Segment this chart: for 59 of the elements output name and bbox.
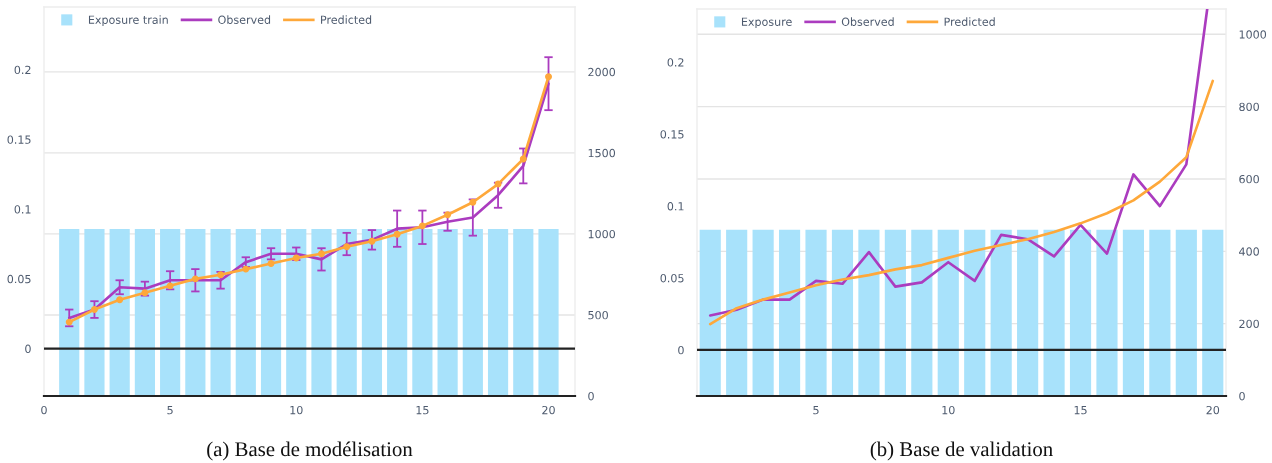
point <box>318 250 325 258</box>
y2-tick-label: 2000 <box>588 67 616 77</box>
point <box>368 237 376 245</box>
y2-tick-label: 400 <box>1239 247 1259 256</box>
legend-label: Predicted <box>321 15 372 24</box>
y2-tick-label: 600 <box>1239 174 1259 184</box>
point <box>494 180 502 188</box>
point <box>191 275 199 283</box>
point <box>141 289 149 297</box>
legend-label: Exposure train <box>88 15 168 27</box>
point <box>242 265 250 273</box>
legend-label: Exposure <box>741 17 792 29</box>
x-tick-label: 10 <box>290 405 303 415</box>
x-tick-label: 5 <box>167 406 173 415</box>
point <box>65 318 73 326</box>
legend-label: Observed <box>218 15 271 24</box>
point <box>292 254 300 262</box>
point <box>343 243 351 251</box>
point <box>393 230 401 238</box>
y-tick-label: 0.05 <box>7 274 31 284</box>
x-tick-label: 0 <box>41 405 47 415</box>
x-tick-label: 20 <box>1206 405 1220 415</box>
text: (b) Base de validation <box>870 441 1053 461</box>
x-tick-label: 10 <box>942 405 955 415</box>
point <box>444 211 452 219</box>
y2-tick-label: 500 <box>588 310 608 320</box>
point <box>519 155 527 163</box>
y2-tick-label: 200 <box>1239 319 1259 329</box>
legend-label: Predicted <box>944 17 995 26</box>
point <box>267 260 275 268</box>
y2-tick-label: 800 <box>1239 102 1259 112</box>
y2-tick-label: 0 <box>588 391 594 401</box>
y-tick-label: 0 <box>25 344 31 353</box>
x-tick-label: 15 <box>1074 406 1087 415</box>
point <box>116 296 124 304</box>
y2-tick-label: 0 <box>1239 391 1245 401</box>
y2-tick-label: 1000 <box>588 229 616 239</box>
y-tick-label: 0 <box>678 345 684 355</box>
point <box>166 282 174 290</box>
y-tick-label: 0.05 <box>660 274 684 283</box>
text: (a) Base de modélisation <box>207 441 413 461</box>
y2-tick-label: 1000 <box>1239 30 1267 39</box>
point <box>418 222 426 230</box>
y-tick-label: 0.2 <box>14 65 31 75</box>
y-tick-label: 0.1 <box>14 205 31 214</box>
y-tick-label: 0.15 <box>660 130 684 139</box>
y-tick-label: 0.2 <box>667 58 684 67</box>
point <box>90 306 98 314</box>
point <box>545 73 552 81</box>
x-tick-label: 5 <box>813 406 819 415</box>
y-tick-label: 0.1 <box>667 202 684 211</box>
line-series <box>708 79 1215 326</box>
x-tick-label: 20 <box>542 405 555 415</box>
x-tick-label: 15 <box>416 406 429 415</box>
y-tick-label: 0.15 <box>7 135 31 144</box>
point <box>217 271 225 279</box>
legend-label: Observed <box>841 17 894 26</box>
y2-tick-label: 1500 <box>588 148 616 158</box>
point <box>469 198 477 206</box>
